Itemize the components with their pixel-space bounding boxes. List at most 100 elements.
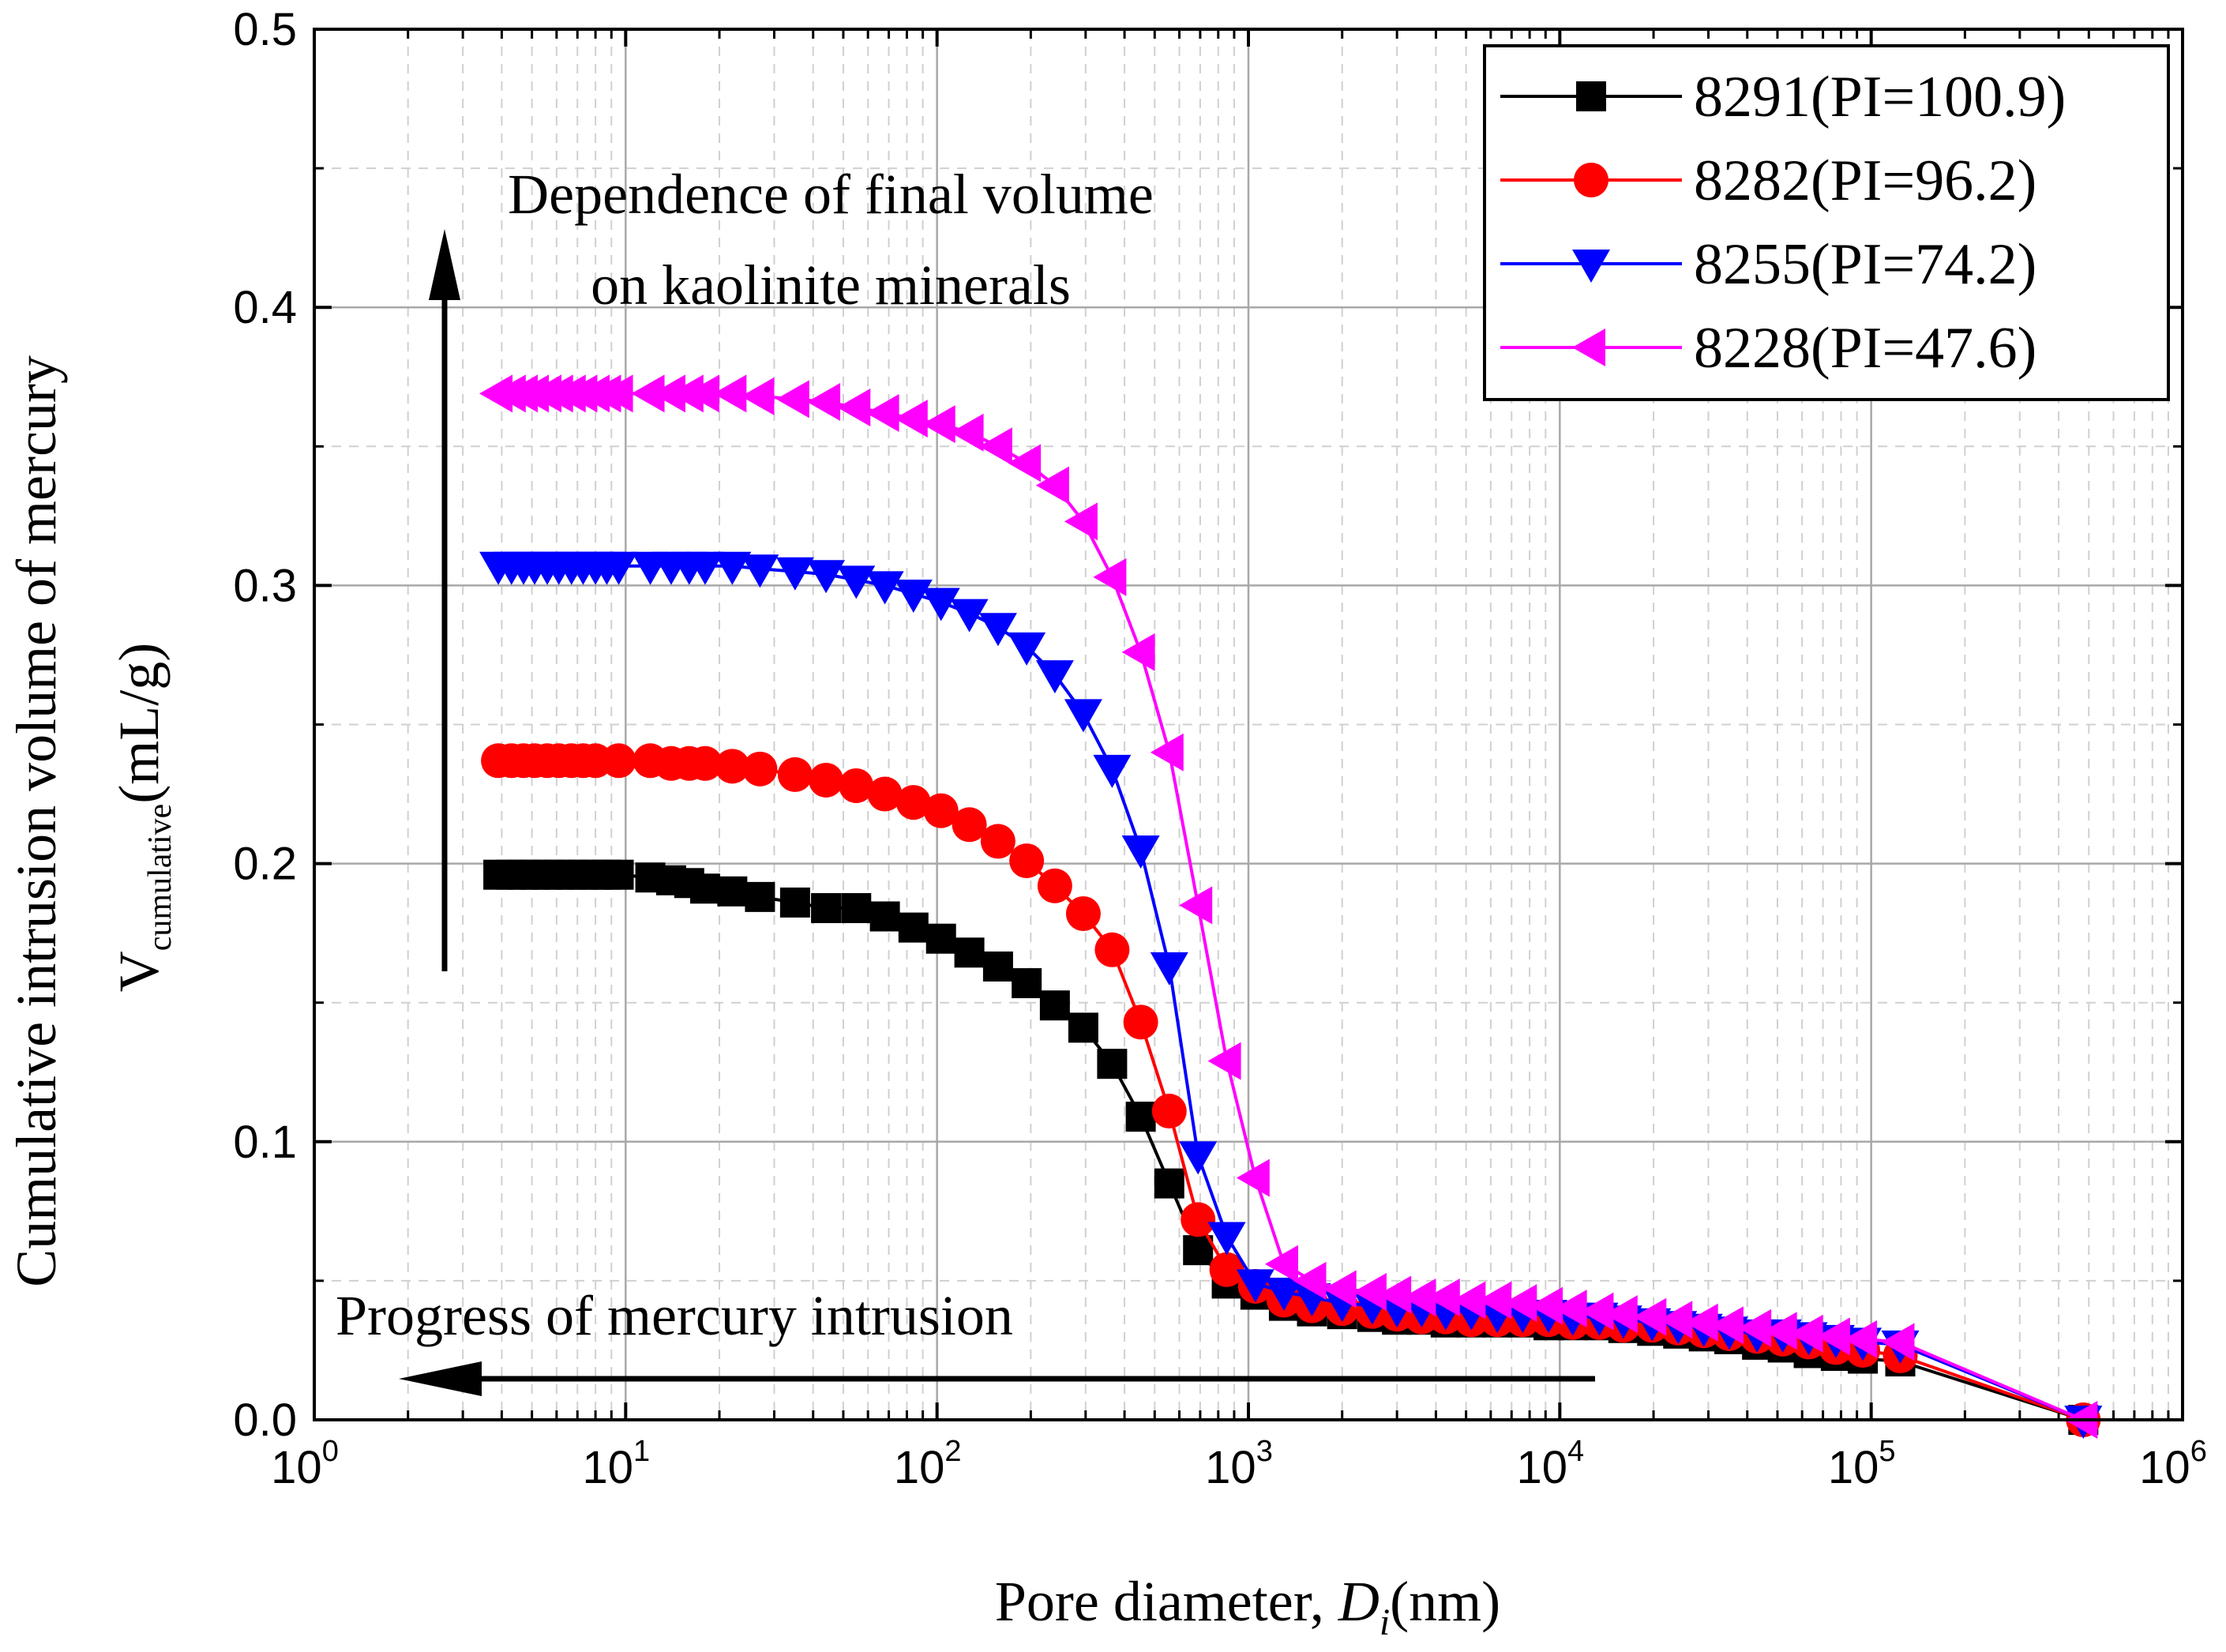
x-tick-label-base: 10 [1517,1442,1568,1493]
data-point [982,951,1013,982]
x-tick-label: 105 [1828,1435,1896,1493]
y-tick-label: 0.1 [233,1117,297,1168]
data-point [841,892,872,923]
data-point [1207,1222,1246,1256]
x-axis-label-text: Pore diameter, [995,1570,1338,1633]
legend-marker [1576,81,1606,111]
x-tick-label-exponent: 0 [322,1435,339,1468]
data-point [1378,1275,1412,1314]
vertical-arrow-label-line1: Dependence of final volume [508,163,1154,226]
data-point [954,937,985,968]
data-point [1426,1278,1460,1317]
data-point [1093,558,1127,596]
data-point [1816,1317,1850,1356]
data-point [1035,660,1074,694]
data-point [1123,1004,1158,1040]
data-point [1881,1323,1915,1361]
data-point [779,887,810,918]
data-point [713,374,747,413]
x-tick-label-exponent: 6 [2190,1435,2207,1468]
y-tick-label: 0.0 [233,1395,297,1446]
data-point [1097,1049,1128,1079]
data-point [1035,466,1069,505]
data-point [777,757,813,792]
data-point [687,745,723,781]
data-point [867,776,903,812]
x-tick-label-exponent: 4 [1567,1435,1584,1468]
data-point [1236,1269,1274,1303]
data-point [1323,1270,1357,1308]
data-point [865,571,904,605]
legend-label: 8255(PI=74.2) [1694,232,2036,297]
x-tick-label: 102 [894,1435,962,1493]
horizontal-arrow-head [399,1361,482,1396]
data-point [1064,502,1098,541]
legend-label: 8291(PI=100.9) [1694,65,2066,130]
data-point [1402,1278,1436,1317]
data-point [1207,1042,1241,1080]
data-point [1353,1272,1387,1311]
data-point [922,588,960,621]
data-point [1181,1202,1216,1237]
data-point [741,377,775,415]
data-point [895,785,931,820]
data-point [922,405,955,444]
data-point [1151,1094,1187,1129]
legend: 8291(PI=100.9) 8282(PI=96.2) 8255(PI=74.2)… [1483,44,2170,401]
data-point [1684,1303,1718,1342]
x-axis-label: Pore diameter, Di(nm) [995,1570,1500,1643]
data-point [599,551,638,585]
data-point [1478,1281,1512,1320]
data-point [1264,1277,1303,1311]
x-tick-label-base: 10 [2139,1442,2190,1493]
data-point [601,743,636,779]
data-point [865,394,899,433]
data-point [1121,633,1155,671]
data-point [1008,632,1046,666]
data-point [809,762,844,798]
data-point [741,554,779,588]
data-point [1530,1286,1563,1325]
x-tick-label: 100 [271,1435,339,1493]
data-point [1452,1281,1486,1320]
data-point [1553,1290,1587,1328]
x-tick-label-base: 10 [271,1442,322,1493]
data-point [811,892,842,923]
x-tick-label-base: 10 [894,1442,945,1493]
data-point [869,901,900,932]
data-point [1150,733,1184,772]
y-axis-label-unit: (mL/g) [107,643,171,804]
x-tick-label: 104 [1517,1435,1585,1493]
y-tick-label: 0.5 [233,4,297,55]
x-tick-label-base: 10 [1205,1442,1256,1493]
data-point [745,881,775,912]
y-tick-label: 0.4 [233,282,297,333]
vertical-arrow-head [429,229,460,300]
x-tick-label-exponent: 1 [633,1435,650,1468]
legend-marker [1574,163,1609,197]
data-point [1710,1306,1744,1345]
data-point [1154,1168,1184,1199]
x-tick-label: 106 [2139,1435,2207,1493]
data-point [950,599,989,633]
data-point [1039,990,1070,1021]
plot-frame [313,28,2184,1421]
data-point [978,427,1012,466]
legend-marker [1572,329,1605,366]
data-point [1236,1158,1270,1197]
data-point [1093,754,1132,788]
y-axis-label-line2: Vcumulative(mL/g) [107,643,178,993]
data-point [1150,952,1188,986]
data-point [837,388,871,426]
data-point [952,807,987,843]
data-point [1580,1292,1614,1331]
data-point [1633,1297,1667,1336]
series-layer [479,374,2103,1439]
data-point [1659,1301,1693,1339]
x-axis-label-subscript: i [1380,1601,1390,1643]
data-point [1264,1245,1298,1283]
data-point [685,374,719,413]
x-axis-label-unit: (nm) [1390,1570,1500,1633]
y-axis-label-symbol: V [107,951,171,992]
